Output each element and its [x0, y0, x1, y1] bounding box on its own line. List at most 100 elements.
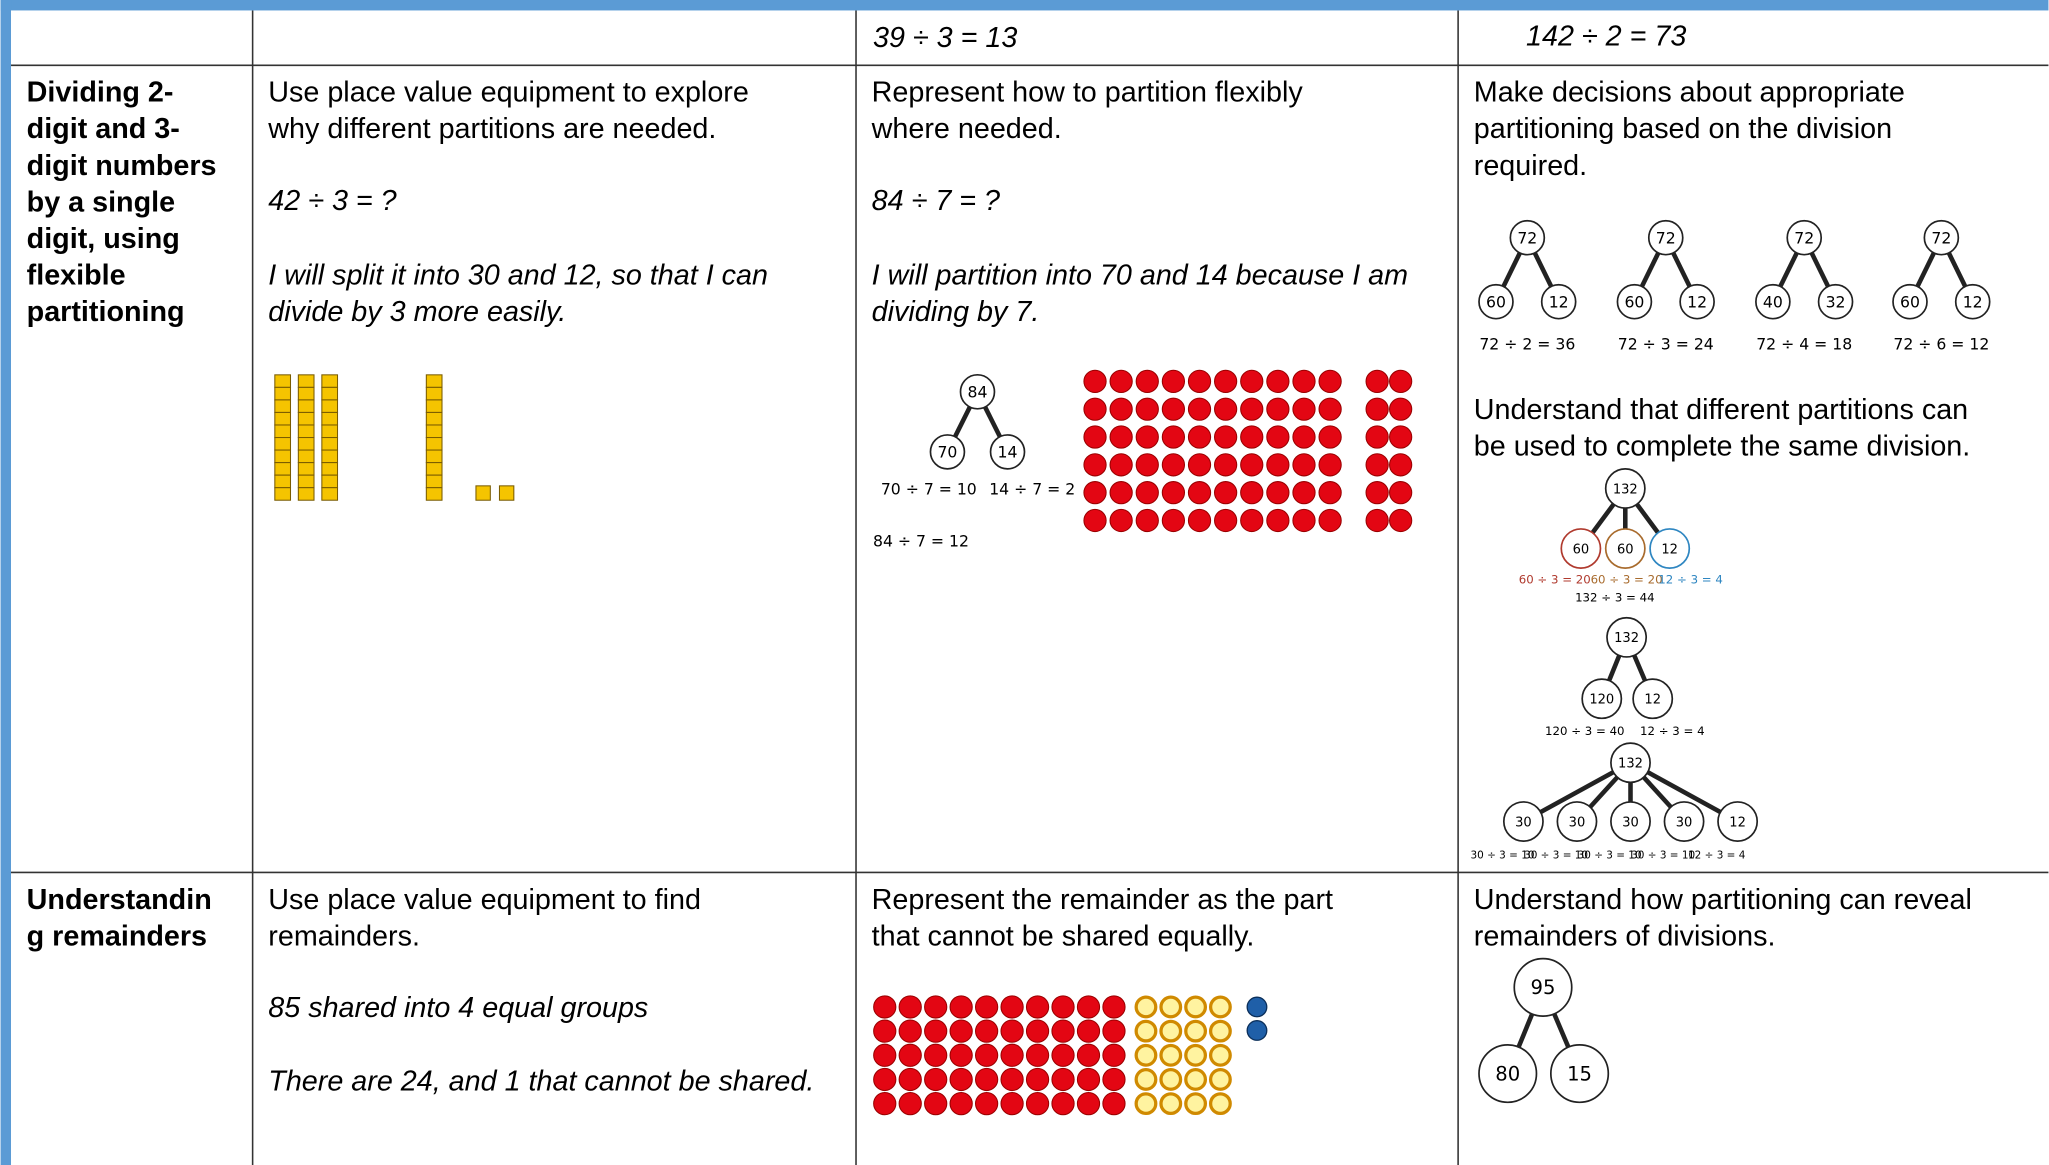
table-grid	[11, 10, 2049, 1165]
text: by a single	[27, 186, 175, 218]
counter	[1161, 508, 1186, 533]
base-ten-unit	[321, 399, 339, 413]
counter	[1318, 453, 1342, 477]
equation: 14 ÷ 7 = 2	[989, 479, 1075, 498]
counter	[1187, 453, 1212, 477]
text: 39 ÷ 3 = 13	[873, 22, 1017, 54]
text: divide by 3 more easily.	[268, 296, 566, 328]
text: Make decisions about appropriate	[1474, 77, 1905, 109]
counter	[1365, 369, 1389, 393]
node-label: 60	[1573, 542, 1590, 557]
base-ten-unit	[274, 487, 292, 501]
tree-node	[1649, 528, 1691, 569]
node-label: 72	[1931, 229, 1951, 248]
counter	[1389, 453, 1413, 477]
text: Understandin	[27, 884, 212, 916]
counter	[949, 995, 973, 1019]
counter	[1208, 1019, 1232, 1043]
counter	[1083, 369, 1107, 393]
base-ten-unit	[425, 449, 443, 464]
counter	[1109, 481, 1133, 505]
counter	[1076, 1067, 1101, 1092]
counter	[1187, 369, 1212, 393]
node-label: 30	[1622, 815, 1639, 830]
counter	[924, 995, 948, 1019]
counter	[1161, 425, 1186, 449]
counter	[1184, 1043, 1208, 1067]
counter	[975, 1091, 999, 1116]
text: dividing by 7.	[872, 296, 1040, 328]
tree-node	[929, 434, 966, 470]
counter	[1246, 1020, 1268, 1041]
counter	[1292, 481, 1316, 505]
counter	[1109, 425, 1133, 449]
counter	[1109, 508, 1133, 533]
equation: 84 ÷ 7 = 12	[873, 532, 969, 551]
counter	[1318, 397, 1342, 421]
counter	[1102, 1091, 1126, 1116]
text: where needed.	[871, 113, 1062, 145]
base-ten-unit	[425, 399, 443, 413]
text: Represent the remainder as the part	[872, 884, 1333, 916]
base-ten-unit	[321, 424, 339, 439]
base-ten-unit	[425, 424, 443, 439]
counter	[1214, 425, 1238, 449]
tree-node	[1679, 283, 1715, 320]
counter	[1102, 995, 1126, 1019]
text: 142 ÷ 2 = 73	[1526, 20, 1686, 52]
tree-node	[1513, 957, 1573, 1017]
counter	[1000, 1043, 1024, 1067]
counter	[1135, 508, 1159, 533]
text: flexible	[27, 259, 126, 291]
counter	[1025, 1019, 1050, 1043]
counter	[1208, 995, 1232, 1019]
counter	[873, 1019, 897, 1043]
base-ten-unit	[425, 411, 443, 426]
text: partitioning	[27, 296, 185, 328]
counter	[1076, 1043, 1101, 1067]
counter	[1135, 369, 1159, 393]
base-ten-one	[475, 485, 491, 501]
node-label: 60	[1900, 293, 1920, 312]
base-ten-unit	[274, 386, 292, 401]
counter	[949, 1067, 973, 1092]
counter	[1159, 1068, 1183, 1091]
equation: 72 ÷ 6 = 12	[1893, 334, 1989, 353]
counter	[924, 1019, 948, 1043]
counter	[1134, 995, 1158, 1019]
node-label: 15	[1567, 1062, 1592, 1085]
counter	[949, 1043, 973, 1067]
node-label: 72	[1517, 229, 1537, 248]
node-label: 12	[1687, 293, 1707, 312]
counter	[1389, 369, 1413, 393]
text: remainders.	[268, 920, 420, 952]
counter	[924, 1091, 948, 1116]
counter	[1187, 397, 1212, 421]
counter	[1159, 1092, 1183, 1116]
counter	[1109, 369, 1133, 393]
node-label: 132	[1613, 482, 1638, 497]
text: I will partition into 70 and 14 because …	[872, 259, 1408, 291]
counter	[1025, 1067, 1050, 1092]
base-ten-unit	[274, 449, 292, 464]
equation: 30 ÷ 3 = 10	[1631, 849, 1695, 861]
counter	[1025, 1091, 1050, 1116]
base-ten-unit	[297, 474, 315, 489]
counter	[1187, 425, 1212, 449]
tree-node	[1610, 801, 1651, 842]
counter	[1240, 481, 1264, 505]
tree-node	[1560, 528, 1602, 569]
node-label: 14	[998, 443, 1018, 462]
base-ten-unit	[274, 374, 292, 388]
counter	[1187, 481, 1212, 505]
counter	[924, 1043, 948, 1067]
tree-node	[1556, 801, 1598, 842]
counter	[898, 1091, 922, 1116]
tree-node	[1616, 283, 1653, 320]
left-border	[0, 0, 12, 1165]
counter	[1292, 453, 1316, 477]
text: required.	[1474, 150, 1587, 182]
counter	[1389, 508, 1413, 533]
